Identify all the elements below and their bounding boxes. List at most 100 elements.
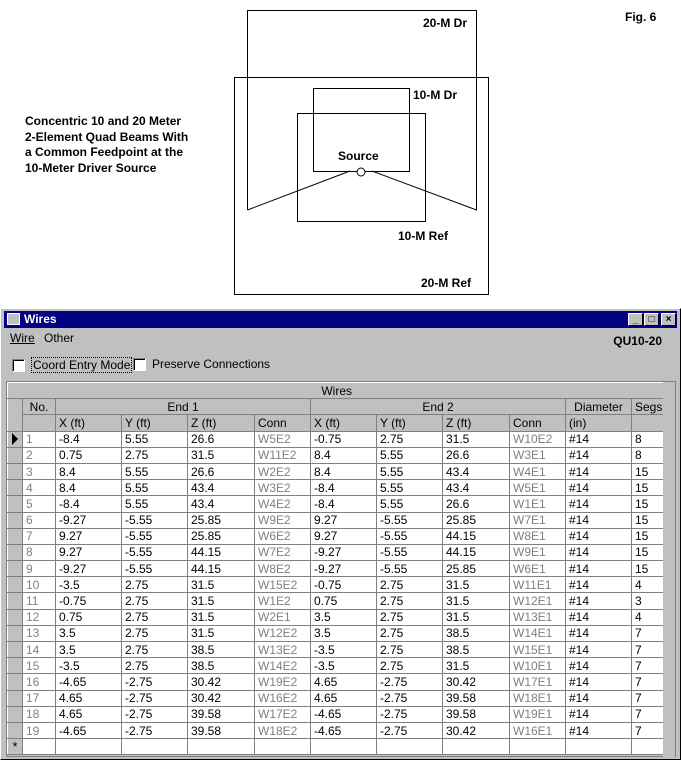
cell-x1[interactable]: 9.27 [55,543,122,562]
cell-y2[interactable]: 2.75 [376,624,443,643]
table-row[interactable]: 16 -4.65 -2.75 30.42 W19E2 4.65 -2.75 30.42 W17E… [7,673,667,691]
cell-z2[interactable]: 44.15 [442,543,510,562]
cell-x2[interactable]: -8.4 [310,495,377,513]
cell-diameter[interactable]: #14 [565,705,632,723]
cell-segs[interactable]: 8 [630,430,667,448]
cell-y2[interactable]: -2.75 [376,721,443,740]
table-row[interactable]: 13 3.5 2.75 31.5 W12E2 3.5 2.75 38.5 W14E1 #14 7 [7,624,667,643]
cell-segs[interactable]: 7 [630,721,667,740]
cell-conn2[interactable]: W8E1 [509,527,566,545]
cell-z2[interactable]: 31.5 [442,576,510,594]
table-row[interactable]: 7 9.27 -5.55 25.85 W6E2 9.27 -5.55 44.15 W8E1 #14… [7,527,667,545]
cell-no[interactable]: 15 [22,657,56,675]
table-row[interactable]: 1 -8.4 5.55 26.6 W5E2 -0.75 2.75 31.5 W10E2 #14 8 [7,430,667,448]
cell-y1[interactable]: -2.75 [121,721,188,740]
cell-y2[interactable]: 2.75 [376,608,443,626]
table-row[interactable]: 2 0.75 2.75 31.5 W11E2 8.4 5.55 26.6 W3E1 #14 8 [7,446,667,464]
cell-no[interactable]: 1 [22,430,56,448]
row-selector[interactable] [7,657,23,675]
table-row[interactable]: 11 -0.75 2.75 31.5 W1E2 0.75 2.75 31.5 W12E1 #14 3 [7,592,667,610]
cell-z1[interactable]: 39.58 [187,705,255,723]
cell-y1[interactable]: 2.75 [121,640,188,659]
cell-segs[interactable]: 4 [630,608,667,626]
cell-x1[interactable]: 0.75 [55,608,122,626]
table-row[interactable]: 3 8.4 5.55 26.6 W2E2 8.4 5.55 43.4 W4E1 #14 15 [7,462,667,481]
cell-y1[interactable]: 5.55 [121,462,188,481]
new-row-cell[interactable] [310,738,377,756]
cell-conn2[interactable]: W11E1 [509,576,566,594]
row-selector[interactable] [7,705,23,723]
cell-x2[interactable]: -0.75 [310,576,377,594]
cell-segs[interactable]: 7 [630,705,667,723]
cell-no[interactable]: 4 [22,479,56,497]
cell-y2[interactable]: 2.75 [376,640,443,659]
cell-conn2[interactable]: W7E1 [509,511,566,529]
new-row-cell[interactable] [630,738,667,756]
cell-y2[interactable]: -2.75 [376,689,443,707]
cell-z1[interactable]: 31.5 [187,576,255,594]
cell-diameter[interactable]: #14 [565,608,632,626]
cell-diameter[interactable]: #14 [565,446,632,464]
cell-diameter[interactable]: #14 [565,462,632,481]
cell-y1[interactable]: -5.55 [121,543,188,562]
cell-segs[interactable]: 4 [630,576,667,594]
cell-y2[interactable]: 5.55 [376,462,443,481]
cell-y1[interactable]: -5.55 [121,527,188,545]
cell-conn1[interactable]: W8E2 [254,560,311,578]
cell-z2[interactable]: 43.4 [442,462,510,481]
table-row[interactable]: 10 -3.5 2.75 31.5 W15E2 -0.75 2.75 31.5 W11E1 #14… [7,576,667,594]
row-selector[interactable] [7,430,23,448]
cell-conn2[interactable]: W1E1 [509,495,566,513]
cell-z1[interactable]: 30.42 [187,689,255,707]
cell-y2[interactable]: 5.55 [376,446,443,464]
cell-x1[interactable]: 4.65 [55,689,122,707]
cell-y2[interactable]: -5.55 [376,511,443,529]
cell-y2[interactable]: 2.75 [376,592,443,610]
new-row-cell[interactable] [565,738,632,756]
new-row-marker[interactable]: * [7,738,23,756]
table-row[interactable]: 8 9.27 -5.55 44.15 W7E2 -9.27 -5.55 44.15 W9E1 #1… [7,543,667,562]
row-selector[interactable] [7,479,23,497]
cell-x1[interactable]: 3.5 [55,624,122,643]
cell-diameter[interactable]: #14 [565,624,632,643]
cell-z2[interactable]: 38.5 [442,640,510,659]
cell-conn2[interactable]: W13E1 [509,608,566,626]
cell-diameter[interactable]: #14 [565,576,632,594]
cell-diameter[interactable]: #14 [565,430,632,448]
cell-x2[interactable]: -3.5 [310,640,377,659]
cell-z2[interactable]: 30.42 [442,673,510,691]
new-row-cell[interactable] [442,738,510,756]
cell-conn1[interactable]: W17E2 [254,705,311,723]
cell-x2[interactable]: 4.65 [310,673,377,691]
cell-diameter[interactable]: #14 [565,689,632,707]
cell-y2[interactable]: -5.55 [376,543,443,562]
cell-y2[interactable]: -5.55 [376,527,443,545]
cell-y2[interactable]: 5.55 [376,495,443,513]
cell-x2[interactable]: -4.65 [310,721,377,740]
cell-diameter[interactable]: #14 [565,640,632,659]
cell-diameter[interactable]: #14 [565,543,632,562]
row-selector[interactable] [7,446,23,464]
cell-conn2[interactable]: W10E1 [509,657,566,675]
cell-y1[interactable]: 2.75 [121,657,188,675]
cell-conn1[interactable]: W19E2 [254,673,311,691]
cell-no[interactable]: 11 [22,592,56,610]
cell-x1[interactable]: -8.4 [55,495,122,513]
cell-x1[interactable]: -3.5 [55,657,122,675]
cell-z2[interactable]: 31.5 [442,592,510,610]
cell-segs[interactable]: 8 [630,446,667,464]
cell-segs[interactable]: 15 [630,479,667,497]
menu-other[interactable]: Other [44,331,74,345]
cell-conn1[interactable]: W7E2 [254,543,311,562]
cell-y1[interactable]: 5.55 [121,479,188,497]
cell-segs[interactable]: 7 [630,689,667,707]
table-row[interactable]: 14 3.5 2.75 38.5 W13E2 -3.5 2.75 38.5 W15E1 #14 7 [7,640,667,659]
row-selector[interactable] [7,689,23,707]
cell-z1[interactable]: 38.5 [187,657,255,675]
cell-x2[interactable]: -0.75 [310,430,377,448]
cell-segs[interactable]: 15 [630,511,667,529]
cell-x1[interactable]: -3.5 [55,576,122,594]
app-icon[interactable] [7,313,20,325]
cell-conn1[interactable]: W3E2 [254,479,311,497]
cell-x2[interactable]: 8.4 [310,446,377,464]
